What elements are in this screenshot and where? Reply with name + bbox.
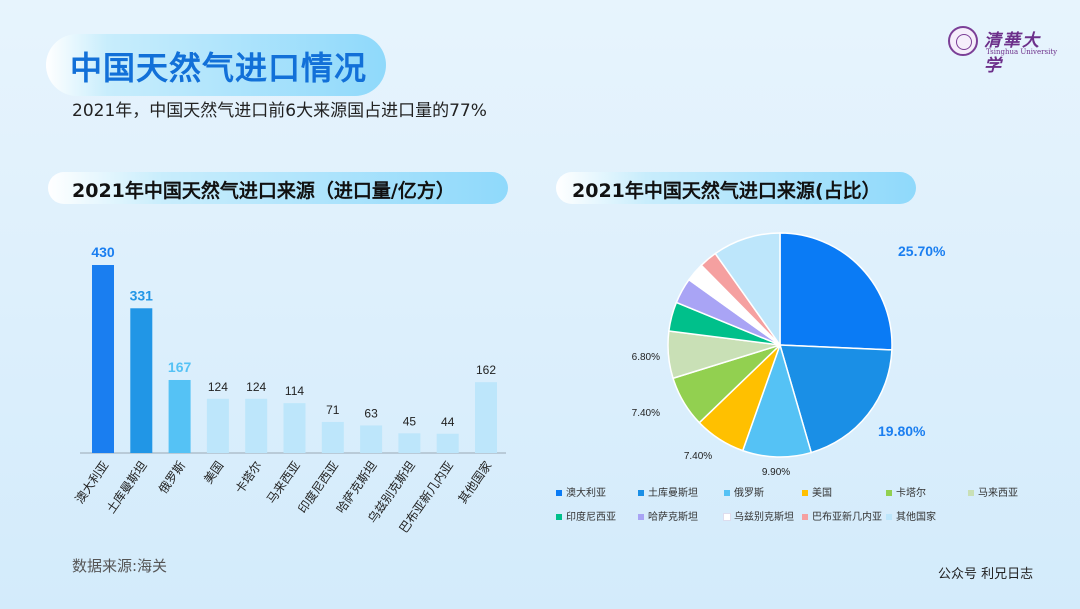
bar-category-label-0: 澳大利亚 [72, 459, 111, 506]
legend-label-1: 土库曼斯坦 [648, 488, 698, 499]
legend-item-8: 乌兹别克斯坦 [723, 508, 794, 523]
legend-swatch-7 [638, 514, 644, 520]
legend-label-7: 哈萨克斯坦 [648, 512, 698, 523]
bar-category-label-5: 马来西亚 [264, 459, 303, 506]
pie-data-label-5: 6.80% [632, 352, 660, 363]
bar-value-label-10: 162 [476, 363, 496, 377]
data-source: 数据来源:海关 [72, 557, 168, 575]
university-logo: 清華大学 Tsinghua University [948, 26, 1058, 76]
pie-data-label-1: 19.80% [878, 423, 926, 439]
bar-chart-title: 2021年中国天然气进口来源（进口量/亿方） [72, 180, 455, 202]
logo-english-name: Tsinghua University [986, 48, 1058, 56]
bar-value-label-7: 63 [364, 406, 378, 420]
university-seal-icon [948, 26, 978, 56]
logo-chinese-name: 清華大学 [984, 31, 1041, 76]
legend-item-0: 澳大利亚 [556, 484, 606, 499]
bar-value-label-9: 44 [441, 415, 455, 429]
pie-data-label-2: 9.90% [762, 467, 790, 478]
legend-swatch-6 [556, 514, 562, 520]
pie-data-label-0: 25.70% [898, 243, 946, 259]
legend-item-4: 卡塔尔 [886, 484, 926, 499]
bar-chart: 430澳大利亚331土库曼斯坦167俄罗斯124美国124卡塔尔114马来西亚7… [72, 244, 506, 536]
bar-5 [283, 403, 306, 453]
bar-chart-title-pill [48, 172, 508, 204]
bar-value-label-3: 124 [208, 380, 228, 394]
legend-label-6: 印度尼西亚 [566, 512, 616, 523]
bar-4 [245, 398, 268, 453]
legend-swatch-9 [802, 514, 808, 520]
bar-0 [92, 265, 114, 453]
bar-6 [321, 421, 344, 453]
title-pill [46, 34, 386, 96]
bar-value-label-8: 45 [403, 414, 417, 428]
bar-8 [398, 433, 421, 453]
bar-value-label-5: 114 [285, 384, 304, 398]
legend-swatch-3 [802, 490, 808, 496]
bar-value-label-1: 331 [130, 287, 154, 303]
bar-value-label-4: 124 [246, 380, 266, 394]
legend-swatch-5 [968, 490, 974, 496]
legend-swatch-8 [723, 513, 731, 521]
credit: 公众号 利兄日志 [938, 567, 1034, 582]
legend-label-3: 美国 [812, 488, 832, 499]
pie-data-label-4: 7.40% [632, 408, 660, 419]
legend-label-9: 巴布亚新几内亚 [812, 512, 882, 523]
legend-item-9: 巴布亚新几内亚 [802, 508, 882, 523]
legend-swatch-1 [638, 490, 644, 496]
legend-item-6: 印度尼西亚 [556, 508, 616, 523]
pie-legend: 澳大利亚 土库曼斯坦 俄罗斯 美国 卡塔尔 马来西亚印度尼西亚 哈萨克斯坦 乌兹别克斯坦 巴布亚… [556, 484, 1036, 528]
legend-label-8: 乌兹别克斯坦 [734, 512, 794, 523]
pie-chart-title: 2021年中国天然气进口来源(占比） [572, 180, 881, 202]
legend-swatch-10 [886, 514, 892, 520]
legend-item-10: 其他国家 [886, 508, 936, 523]
bar-category-label-10: 其他国家 [455, 458, 495, 506]
legend-item-5: 马来西亚 [968, 484, 1018, 499]
bar-category-label-3: 美国 [201, 459, 226, 487]
legend-label-2: 俄罗斯 [734, 488, 764, 499]
legend-item-1: 土库曼斯坦 [638, 484, 698, 499]
pie-data-label-3: 7.40% [684, 451, 712, 462]
legend-label-10: 其他国家 [896, 512, 936, 523]
bar-category-label-4: 卡塔尔 [232, 458, 265, 496]
bar-category-label-2: 俄罗斯 [156, 459, 188, 497]
bar-3 [206, 398, 229, 453]
legend-item-7: 哈萨克斯坦 [638, 508, 698, 523]
legend-label-5: 马来西亚 [978, 488, 1018, 499]
legend-swatch-0 [556, 490, 562, 496]
legend-item-2: 俄罗斯 [724, 484, 764, 499]
legend-label-0: 澳大利亚 [566, 488, 606, 499]
page-subtitle: 2021年，中国天然气进口前6大来源国占进口量的77% [72, 101, 487, 121]
legend-swatch-4 [886, 490, 892, 496]
bar-value-label-0: 430 [91, 244, 115, 260]
pie-slice-1 [778, 344, 893, 454]
bar-7 [360, 425, 383, 453]
pie-chart: 25.70% 19.80% 9.90% 7.40% 7.40% 6.80% [632, 232, 946, 478]
legend-swatch-2 [724, 490, 730, 496]
bar-value-label-6: 71 [326, 403, 340, 417]
bar-1 [130, 308, 153, 453]
bar-10 [475, 382, 497, 453]
bar-9 [436, 433, 459, 453]
bar-value-label-2: 167 [168, 359, 192, 375]
pie-slice-0 [779, 232, 893, 351]
legend-item-3: 美国 [802, 484, 832, 499]
pie-slice-10 [714, 232, 781, 348]
pie-chart-title-pill [556, 172, 916, 204]
page-title: 中国天然气进口情况 [70, 49, 368, 87]
bar-2 [168, 379, 191, 453]
legend-label-4: 卡塔尔 [896, 488, 926, 499]
